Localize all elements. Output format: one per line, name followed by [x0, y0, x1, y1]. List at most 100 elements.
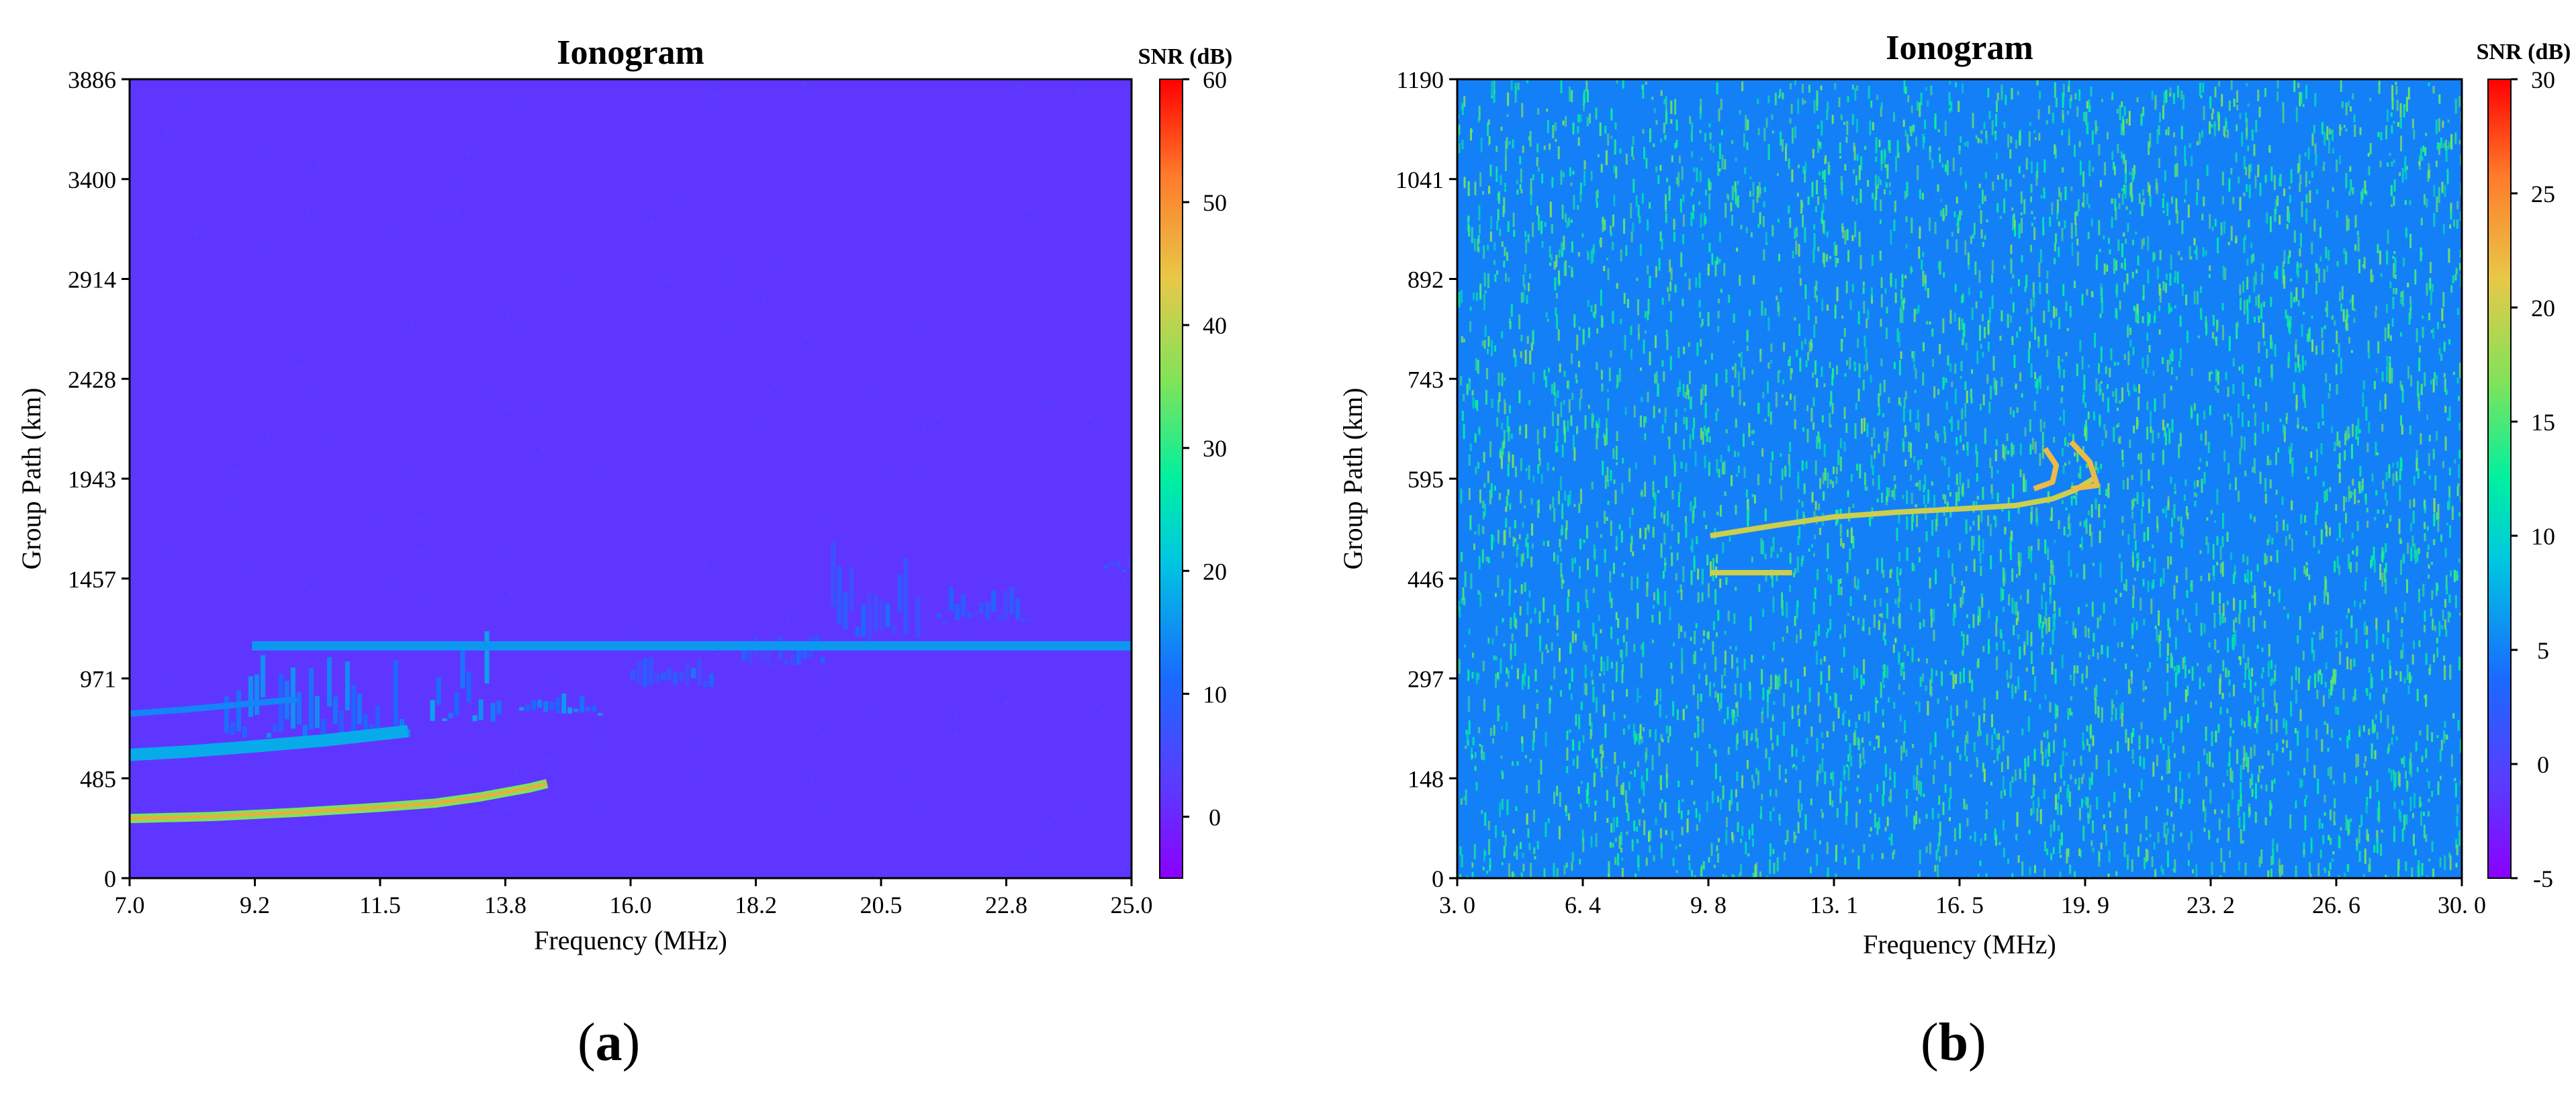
noise-cell — [2451, 506, 2454, 520]
noise-cell — [2367, 340, 2370, 353]
noise-cell — [2193, 491, 2196, 497]
noise-cell — [2401, 424, 2403, 435]
noise-cell — [2445, 575, 2448, 587]
noise-cell — [1876, 498, 1879, 503]
noise-cell — [1806, 738, 1808, 745]
noise-cell — [1760, 806, 1762, 820]
noise-cell — [1745, 489, 1748, 498]
noise-cell — [1555, 138, 1557, 142]
noise-cell — [1496, 270, 1499, 275]
noise-cell — [313, 393, 317, 397]
noise-cell — [1960, 435, 1962, 442]
noise-cell — [2167, 126, 2170, 136]
noise-cell — [2350, 659, 2352, 671]
noise-cell — [1567, 597, 1569, 613]
noise-cell — [2425, 132, 2428, 136]
noise-cell — [1855, 175, 1857, 185]
noise-cell — [1959, 823, 1962, 839]
noise-cell — [1013, 866, 1017, 869]
noise-cell — [2270, 869, 2272, 878]
noise-cell — [2387, 715, 2389, 729]
noise-cell — [2355, 628, 2358, 645]
noise-cell — [1617, 853, 1619, 866]
noise-cell — [1477, 238, 1479, 252]
noise-cell — [2124, 160, 2127, 174]
noise-cell — [1496, 626, 1498, 636]
noise-cell — [2436, 637, 2438, 644]
noise-cell — [1763, 201, 1765, 208]
noise-cell — [2393, 196, 2395, 206]
noise-cell — [2369, 97, 2372, 101]
noise-cell — [1755, 767, 1757, 775]
noise-cell — [822, 511, 826, 514]
noise-cell — [1819, 840, 1821, 845]
noise-cell — [2377, 509, 2379, 514]
noise-cell — [2253, 516, 2256, 522]
noise-cell — [2276, 743, 2279, 751]
noise-cell — [1995, 113, 1998, 127]
noise-cell — [1752, 873, 1755, 878]
noise-cell — [2003, 640, 2005, 652]
noise-cell — [2334, 441, 2336, 447]
noise-cell — [1880, 102, 1883, 109]
noise-cell — [2393, 263, 2395, 278]
noise-cell — [2091, 130, 2094, 145]
noise-cell — [2229, 483, 2232, 489]
noise-cell — [1802, 215, 1804, 228]
noise-cell — [514, 770, 518, 773]
noise-cell — [1512, 455, 1514, 468]
noise-cell — [1562, 579, 1565, 584]
noise-cell — [1568, 265, 1571, 269]
noise-cell — [2291, 538, 2293, 551]
noise-cell — [1829, 696, 1831, 701]
noise-cell — [1864, 336, 1866, 348]
noise-cell — [1470, 128, 1472, 141]
noise-cell — [1975, 500, 1978, 506]
noise-cell — [2445, 146, 2448, 162]
noise-cell — [2302, 383, 2305, 399]
noise-cell — [1647, 265, 1649, 275]
block-cell — [991, 590, 996, 612]
noise-cell — [2107, 873, 2110, 878]
noise-cell — [1994, 516, 1997, 528]
noise-cell — [1653, 143, 1655, 147]
noise-cell — [2407, 283, 2409, 287]
noise-cell — [1790, 368, 1792, 381]
noise-cell — [2420, 383, 2423, 395]
noise-cell — [1960, 210, 1963, 216]
noise-cell — [1653, 506, 1656, 519]
noise-cell — [1647, 573, 1649, 579]
noise-cell — [2274, 208, 2276, 222]
noise-cell — [1902, 495, 1904, 500]
noise-cell — [1835, 853, 1837, 862]
noise-cell — [1945, 378, 1947, 383]
noise-cell — [1790, 680, 1792, 687]
noise-cell — [1532, 475, 1535, 483]
noise-cell — [1959, 210, 1961, 221]
noise-cell — [1615, 536, 1618, 546]
x-tick-label: 13.8 — [484, 892, 526, 918]
noise-cell — [1922, 134, 1925, 149]
noise-cell — [2425, 653, 2428, 665]
noise-cell — [1889, 768, 1892, 781]
noise-cell — [1853, 732, 1855, 746]
noise-cell — [1612, 214, 1614, 227]
noise-cell — [1660, 138, 1663, 142]
noise-cell — [2346, 426, 2349, 441]
noise-cell — [2399, 457, 2402, 468]
noise-cell — [1792, 128, 1794, 144]
noise-cell — [1463, 597, 1466, 606]
noise-cell — [1822, 171, 1825, 180]
noise-cell — [1620, 847, 1622, 853]
noise-cell — [1616, 375, 1619, 387]
noise-cell — [1844, 373, 1847, 377]
noise-cell — [2321, 421, 2324, 426]
noise-cell — [2082, 773, 2084, 779]
noise-cell — [2127, 854, 2129, 870]
noise-cell — [1839, 788, 1842, 804]
noise-cell — [2413, 834, 2415, 847]
noise-cell — [1524, 755, 1527, 759]
noise-cell — [2341, 286, 2344, 299]
noise-cell — [1718, 168, 1721, 172]
